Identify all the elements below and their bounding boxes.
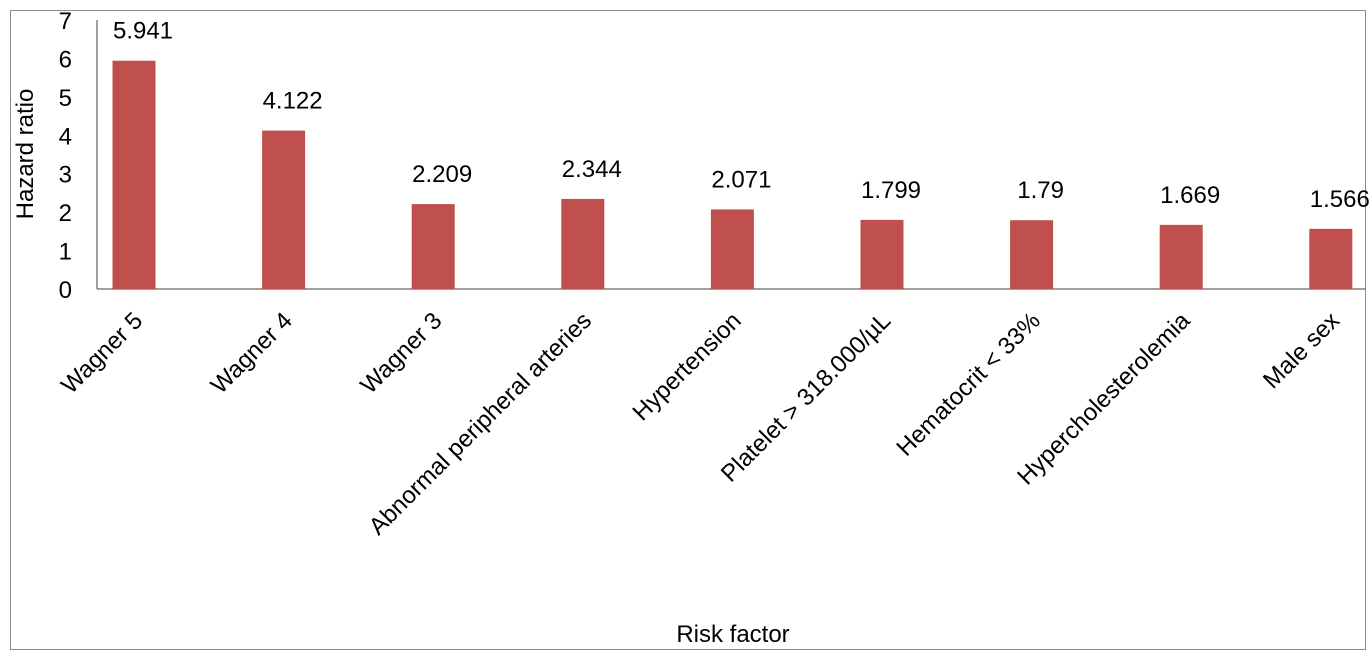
- y-tick-labels: 0 1 2 3 4 5 6 7: [59, 8, 72, 304]
- y-tick-label: 3: [59, 162, 72, 189]
- category-label: Platelet > 318.000/µL: [716, 307, 896, 487]
- value-label: 5.941: [113, 18, 173, 45]
- value-label: 2.071: [711, 166, 771, 193]
- bar: [112, 60, 156, 289]
- value-label: 1.79: [1017, 177, 1064, 204]
- y-tick-label: 5: [59, 85, 72, 112]
- y-axis-title: Hazard ratio: [12, 89, 39, 220]
- bar: [710, 209, 754, 289]
- value-label: 1.799: [861, 177, 921, 204]
- value-label: 1.566: [1310, 186, 1370, 213]
- bar: [262, 130, 306, 289]
- y-tick-label: 2: [59, 200, 72, 227]
- category-label: Hypertension: [628, 307, 747, 426]
- x-axis-title: Risk factor: [676, 621, 789, 644]
- value-label: 4.122: [263, 88, 323, 115]
- bars: [112, 60, 1353, 289]
- y-tick-label: 1: [59, 239, 72, 266]
- bar: [1010, 220, 1054, 289]
- category-label: Male sex: [1258, 307, 1345, 394]
- category-label: Wagner 5: [56, 307, 148, 399]
- category-label: Wagner 3: [355, 307, 447, 399]
- bar: [411, 204, 455, 289]
- value-label: 2.209: [412, 161, 472, 188]
- bar: [1309, 228, 1353, 289]
- value-label: 2.344: [562, 156, 622, 183]
- bar: [1159, 224, 1203, 289]
- category-label: Hypercholesterolemia: [1012, 307, 1196, 491]
- y-tick-label: 6: [59, 46, 72, 73]
- y-tick-label: 0: [59, 277, 72, 304]
- value-label: 1.669: [1160, 182, 1220, 209]
- y-tick-label: 7: [59, 8, 72, 35]
- chart-frame: [10, 10, 1366, 650]
- bar: [561, 198, 605, 289]
- y-tick-label: 4: [59, 123, 72, 150]
- category-label: Hematocrit < 33%: [891, 307, 1045, 461]
- bar: [860, 219, 904, 289]
- value-labels: 5.941 4.122 2.209 2.344 2.071 1.799 1.79 1.669 1…: [113, 18, 1370, 213]
- category-label: Wagner 4: [206, 307, 298, 399]
